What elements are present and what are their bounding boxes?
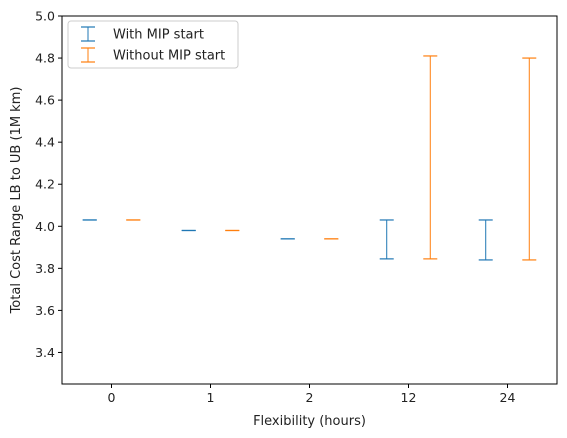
x-axis-label: Flexibility (hours) [253, 414, 366, 429]
legend-box [67, 20, 239, 69]
x-tick-label: 12 [401, 390, 417, 405]
legend-label: With MIP start [113, 28, 204, 43]
errorbar [423, 55, 438, 260]
errorbar [522, 57, 537, 261]
y-tick-label: 3.6 [35, 303, 55, 318]
x-tick-label: 0 [108, 390, 116, 405]
x-axis-ticks: 0 1 2 12 24 [108, 384, 516, 405]
chart-marks [82, 55, 537, 261]
y-axis-ticks: 3.4 3.6 3.8 4.0 4.2 4.4 4.6 4.8 5.0 [35, 9, 62, 360]
errorbar [379, 219, 394, 260]
x-tick-label: 24 [500, 390, 516, 405]
plot-frame [61, 15, 558, 385]
legend-label: Without MIP start [113, 49, 225, 64]
legend-entry: With MIP start [81, 26, 204, 43]
errorbar [478, 219, 493, 261]
y-tick-label: 4.0 [35, 219, 55, 234]
legend: With MIP start Without MIP start [67, 20, 239, 69]
legend-entry: Without MIP start [81, 47, 225, 64]
legend-entries: With MIP start Without MIP start [81, 26, 225, 64]
y-tick-label: 4.2 [35, 177, 55, 192]
plot-background [62, 16, 557, 384]
x-tick-label: 2 [306, 390, 314, 405]
x-tick-label: 1 [207, 390, 215, 405]
y-tick-label: 4.6 [35, 93, 55, 108]
y-tick-label: 3.4 [35, 345, 55, 360]
y-tick-label: 3.8 [35, 261, 55, 276]
y-tick-label: 5.0 [35, 9, 55, 24]
y-tick-label: 4.8 [35, 51, 55, 66]
y-tick-label: 4.4 [35, 135, 55, 150]
y-axis-label: Total Cost Range LB to UB (1M km) [9, 87, 24, 315]
